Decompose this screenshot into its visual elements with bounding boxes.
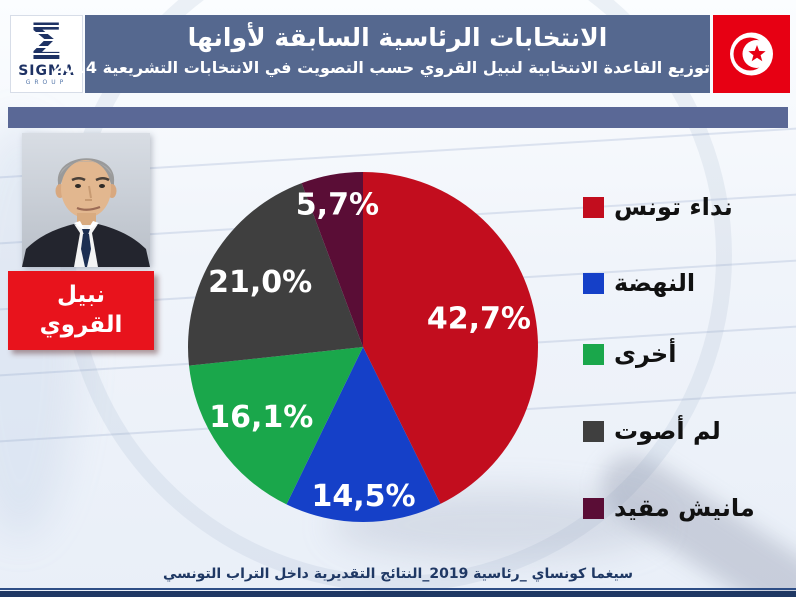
pie-value-label-4: 5,7% bbox=[296, 187, 379, 222]
candidate-name-line1: نبيل bbox=[57, 281, 105, 308]
bottom-bar bbox=[0, 591, 796, 597]
footer-divider-line bbox=[0, 588, 796, 590]
pie-value-label-0: 42,7% bbox=[427, 301, 531, 336]
legend-marker-icon bbox=[583, 196, 604, 218]
legend-label: لم أصوت bbox=[614, 417, 721, 445]
legend-item-did-not-vote: لم أصوت bbox=[583, 414, 721, 448]
legend-item-ennahdha: النهضة bbox=[583, 266, 695, 300]
pie-slice-1 bbox=[286, 347, 441, 523]
pie-value-label-2: 16,1% bbox=[209, 400, 313, 435]
legend-label: النهضة bbox=[614, 269, 696, 297]
sigma-icon: Σ bbox=[10, 13, 83, 71]
tunisia-flag-icon bbox=[713, 15, 790, 93]
sigma-logo: Σ SIGMA GROUP bbox=[10, 13, 83, 93]
pie-slice-3 bbox=[188, 183, 363, 366]
pie-value-label-1: 14,5% bbox=[311, 479, 415, 514]
legend-marker-icon bbox=[583, 343, 604, 365]
accent-bar bbox=[8, 107, 788, 128]
legend-marker-icon bbox=[583, 272, 604, 294]
legend-label: نداء تونس bbox=[614, 193, 733, 221]
source-caption: سيغما كونساي _رئاسية 2019_النتائج التقدي… bbox=[162, 566, 634, 582]
pie-value-label-3: 21,0% bbox=[208, 265, 312, 300]
svg-text:Σ: Σ bbox=[29, 16, 63, 64]
legend-label: أخرى bbox=[614, 340, 677, 368]
sigma-logo-group: GROUP bbox=[25, 79, 68, 86]
page-title: الانتخابات الرئاسية السابقة لأوانها bbox=[187, 23, 608, 52]
pie-slice-0 bbox=[363, 172, 538, 504]
legend-item-not-registered: مانيش مقيد bbox=[583, 491, 755, 525]
candidate-photo bbox=[22, 133, 150, 267]
pie-slice-4 bbox=[301, 172, 363, 347]
page-subtitle: توزيع القاعدة الانتخابية لنبيل القروي حس… bbox=[52, 58, 710, 77]
header-bar: الانتخابات الرئاسية السابقة لأوانها توزي… bbox=[52, 15, 710, 93]
legend-item-nidaa-tounes: نداء تونس bbox=[583, 190, 733, 224]
pie-slice-2 bbox=[189, 347, 363, 505]
legend-item-others: أخرى bbox=[583, 337, 676, 371]
legend-marker-icon bbox=[583, 420, 604, 442]
legend-marker-icon bbox=[583, 497, 604, 519]
pie-chart: 42,7% 14,5% 16,1% 21,0% 5,7% bbox=[178, 162, 548, 532]
legend-label: مانيش مقيد bbox=[614, 494, 755, 522]
candidate-name-label: نبيل القروي bbox=[8, 271, 154, 350]
candidate-name-line2: القروي bbox=[39, 311, 123, 338]
sigma-logo-name: SIGMA bbox=[18, 63, 75, 79]
